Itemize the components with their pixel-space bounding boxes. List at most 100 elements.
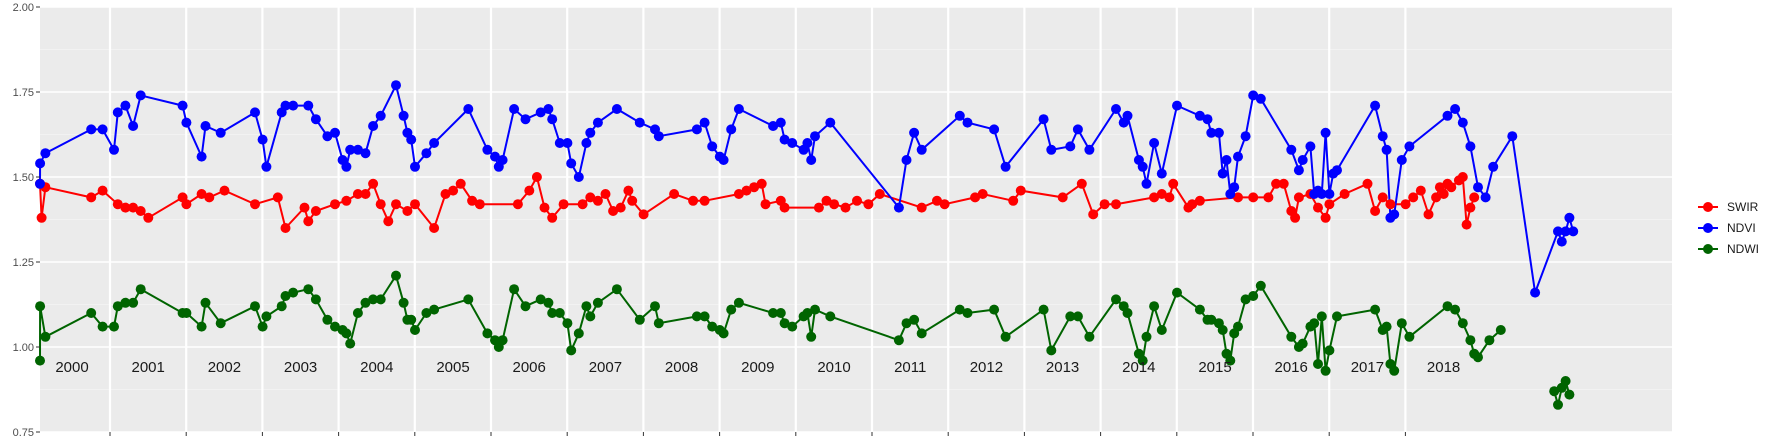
data-point-swir [1457, 172, 1468, 182]
legend-key-point [1703, 202, 1713, 212]
data-point-ndwi [543, 297, 554, 308]
data-point-ndvi [1213, 127, 1224, 138]
data-point-swir [1278, 178, 1289, 189]
data-point-ndwi [86, 308, 97, 318]
data-point-ndwi [1465, 335, 1476, 346]
data-point-ndwi [360, 297, 371, 308]
data-point-ndwi [1313, 359, 1323, 369]
data-point-ndvi [1293, 165, 1304, 176]
data-point-swir [36, 212, 47, 223]
data-point-ndwi [1000, 331, 1011, 342]
data-point-ndwi [1442, 301, 1453, 312]
data-point-ndwi [482, 328, 493, 339]
data-point-swir [524, 185, 535, 196]
data-point-ndvi [200, 121, 211, 131]
data-point-ndvi [1072, 124, 1083, 135]
data-point-swir [970, 192, 981, 203]
data-point-swir [1008, 195, 1019, 206]
data-point-ndwi [806, 331, 817, 342]
data-point-swir [760, 199, 771, 210]
year-label: 2015 [1198, 359, 1231, 376]
data-point-swir [250, 199, 260, 210]
data-point-ndvi [421, 148, 432, 159]
data-point-ndwi [1225, 355, 1236, 366]
data-point-ndwi [1248, 291, 1259, 301]
data-point-swir [120, 202, 131, 213]
data-point-swir [1187, 199, 1198, 210]
data-point-ndwi [215, 318, 226, 329]
data-point-ndwi [375, 294, 386, 305]
data-point-ndwi [733, 297, 744, 308]
data-point-ndvi [280, 100, 291, 111]
data-point-ndvi [1381, 144, 1392, 155]
data-point-swir [1156, 189, 1167, 199]
data-point-swir [1320, 212, 1331, 223]
year-dividers [108, 7, 1407, 436]
data-point-swir [402, 206, 413, 216]
data-point-ndwi [1286, 331, 1297, 342]
year-label: 2006 [513, 359, 546, 376]
data-point-swir [97, 185, 108, 196]
data-point-ndvi [1141, 178, 1152, 189]
data-point-ndwi [1194, 304, 1205, 315]
data-point-swir [600, 189, 611, 199]
data-point-ndwi [112, 301, 123, 312]
data-point-ndwi [810, 304, 820, 315]
data-point-swir [1149, 192, 1160, 203]
year-label: 2010 [817, 359, 850, 376]
data-point-swir [1015, 185, 1026, 196]
y-tick-label: 1.25 [13, 257, 34, 269]
year-label: 2009 [741, 359, 774, 376]
data-point-ndvi [825, 117, 836, 128]
data-point-ndvi [1530, 287, 1541, 298]
data-point-swir [352, 189, 363, 199]
data-point-swir [143, 212, 154, 223]
data-point-ndwi [775, 308, 786, 318]
data-point-ndwi [1309, 318, 1320, 329]
data-point-ndvi [1233, 151, 1243, 162]
data-point-ndwi [109, 321, 119, 332]
data-point-swir [1431, 192, 1442, 203]
year-label: 2017 [1351, 359, 1384, 376]
data-point-ndwi-tail [1553, 399, 1563, 410]
data-point-ndwi [1316, 311, 1327, 322]
data-point-ndvi [303, 100, 314, 111]
year-label: 2002 [208, 359, 241, 376]
data-point-swir [474, 199, 485, 210]
data-point-swir [531, 172, 542, 182]
data-point-ndwi [1046, 345, 1057, 356]
data-point-swir [733, 189, 744, 199]
data-point-ndwi [128, 297, 139, 308]
data-point-ndwi [1473, 352, 1483, 363]
data-point-swir [1408, 192, 1419, 203]
data-point-ndwi [779, 318, 790, 329]
data-point-ndwi [1233, 321, 1243, 332]
data-point-ndwi [40, 331, 51, 342]
data-point-swir [1076, 178, 1087, 189]
data-point-ndvi [1564, 212, 1575, 223]
data-point-ndvi [585, 127, 596, 138]
year-label: 2008 [665, 359, 698, 376]
data-point-swir [1111, 199, 1121, 210]
data-point-swir [196, 189, 207, 199]
data-point-swir [204, 192, 215, 203]
data-point-swir [429, 223, 440, 233]
data-point-swir [779, 202, 790, 213]
data-point-ndwi [650, 301, 660, 312]
data-point-ndwi [196, 321, 207, 332]
data-point-ndvi [1149, 138, 1160, 148]
year-label: 2000 [55, 359, 88, 376]
data-point-ndwi [261, 311, 272, 322]
data-point-swir [1377, 192, 1388, 203]
data-point-ndwi [1484, 335, 1495, 346]
data-point-ndvi [1229, 182, 1240, 193]
data-point-ndvi [482, 144, 493, 155]
data-point-swir [840, 202, 851, 213]
year-label: 2016 [1275, 359, 1308, 376]
data-point-ndvi [1065, 141, 1076, 152]
data-point-swir [455, 178, 466, 189]
data-point-ndwi [573, 328, 584, 339]
data-point-ndvi [97, 124, 108, 135]
data-point-swir [303, 216, 314, 227]
data-point-swir [756, 178, 767, 189]
